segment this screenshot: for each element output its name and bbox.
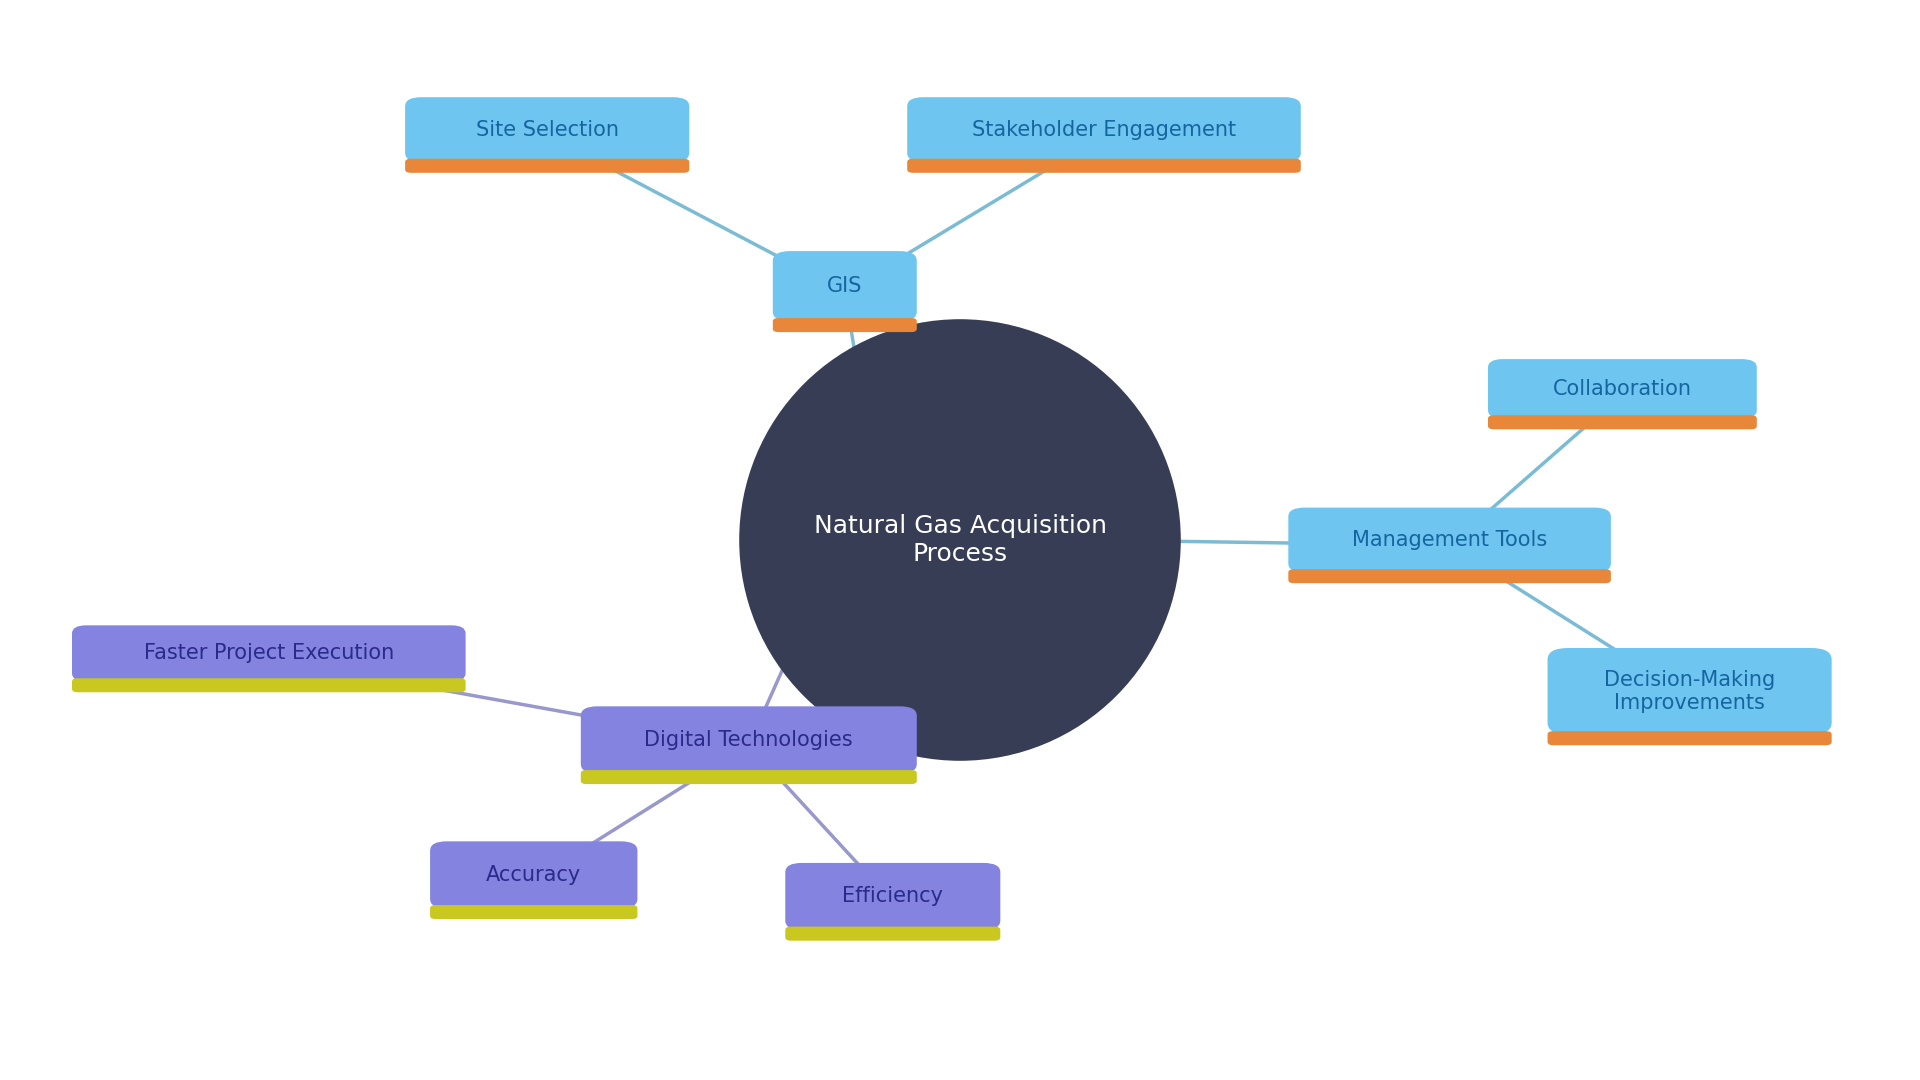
FancyBboxPatch shape [785, 927, 1000, 941]
FancyBboxPatch shape [430, 905, 637, 919]
FancyBboxPatch shape [1488, 415, 1757, 429]
FancyBboxPatch shape [772, 251, 918, 321]
Text: Efficiency: Efficiency [843, 887, 943, 906]
Text: Site Selection: Site Selection [476, 120, 618, 139]
FancyBboxPatch shape [1288, 569, 1611, 583]
FancyBboxPatch shape [785, 863, 1000, 930]
FancyBboxPatch shape [73, 625, 465, 681]
FancyBboxPatch shape [772, 318, 918, 333]
FancyBboxPatch shape [906, 159, 1302, 173]
Text: Faster Project Execution: Faster Project Execution [144, 644, 394, 663]
FancyBboxPatch shape [430, 841, 637, 908]
FancyBboxPatch shape [405, 97, 689, 162]
Text: Natural Gas Acquisition
Process: Natural Gas Acquisition Process [814, 514, 1106, 566]
Text: Management Tools: Management Tools [1352, 530, 1548, 550]
Text: Decision-Making
Improvements: Decision-Making Improvements [1603, 670, 1776, 713]
FancyBboxPatch shape [1548, 731, 1832, 745]
Text: Stakeholder Engagement: Stakeholder Engagement [972, 120, 1236, 139]
FancyBboxPatch shape [73, 678, 465, 692]
Text: Accuracy: Accuracy [486, 865, 582, 885]
Text: Digital Technologies: Digital Technologies [645, 730, 852, 750]
Ellipse shape [739, 320, 1181, 760]
FancyBboxPatch shape [906, 97, 1302, 162]
Text: Collaboration: Collaboration [1553, 379, 1692, 399]
FancyBboxPatch shape [1288, 508, 1611, 572]
FancyBboxPatch shape [580, 770, 918, 784]
FancyBboxPatch shape [1548, 648, 1832, 734]
Text: GIS: GIS [828, 276, 862, 296]
FancyBboxPatch shape [405, 159, 689, 173]
FancyBboxPatch shape [1488, 359, 1757, 418]
FancyBboxPatch shape [580, 706, 918, 773]
